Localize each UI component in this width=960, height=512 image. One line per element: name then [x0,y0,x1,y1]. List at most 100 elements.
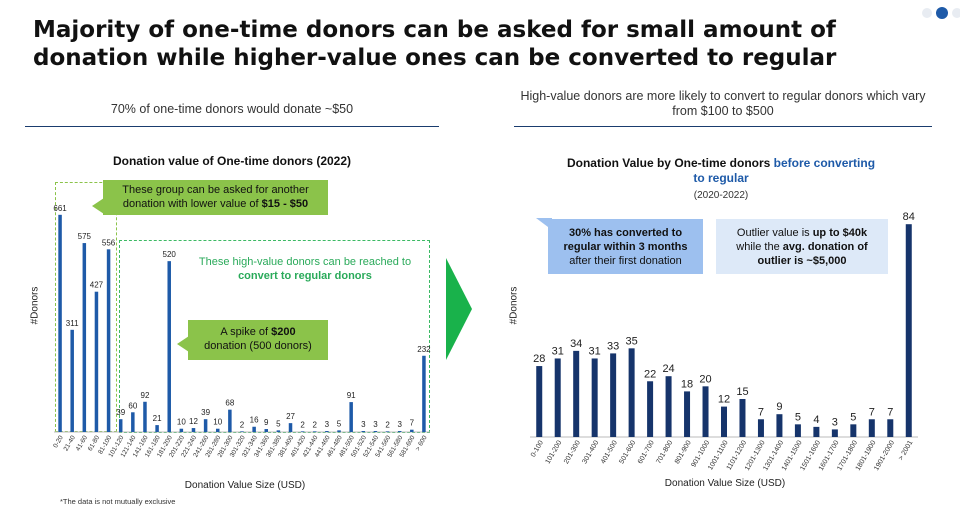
spike-callout: A spike of $200 donation (500 donors) [188,320,328,360]
pagination-dots[interactable] [922,7,960,19]
bar-value-label: 22 [644,368,656,380]
bar-value-label: 39 [116,408,125,417]
bar [70,329,74,432]
outlier-callout-text: Outlier value is [736,227,813,239]
bar-value-label: 3 [325,420,330,429]
bar [313,431,317,432]
bar-value-label: 68 [225,399,234,408]
x-tick-label: 0-100 [530,439,545,458]
converted-callout: 30% has converted to regular within 3 mo… [548,219,703,274]
bar [361,431,366,432]
bar-value-label: 39 [201,408,210,417]
bar [850,424,857,437]
converted-callout-pointer [536,218,552,230]
low-value-callout-bold: $15 - $50 [261,198,309,210]
right-chart-title-text: Donation Value by One-time donors [566,156,774,170]
bar [373,431,378,432]
bar-value-label: 84 [903,211,915,223]
bar-value-label: 15 [736,386,748,398]
x-tick-label: 801-900 [674,439,693,465]
right-chart-title: Donation Value by One-time donors before… [560,156,882,186]
bar-value-label: 28 [533,353,545,365]
bar-value-label: 33 [607,340,619,352]
bar [240,431,244,432]
bar-value-label: 35 [625,335,637,347]
x-tick-label: 601-700 [637,439,656,465]
bar [118,419,123,432]
bar [573,350,580,437]
page-dot[interactable] [922,8,932,18]
bar [422,355,426,432]
slide-title: Majority of one-time donors can be asked… [33,17,837,71]
bar-value-label: 27 [286,412,295,421]
bar-value-label: 2 [240,420,245,429]
outlier-callout-bold-2: avg. donation of outlier is ~$5,000 [757,241,868,267]
bar [905,224,912,437]
bar [591,358,598,437]
bar-value-label: 5 [795,411,801,423]
x-tick-label: 901-1000 [690,439,711,468]
bar [215,428,220,432]
bar [794,424,801,437]
high-value-callout-bold: convert to regular donors [238,270,372,282]
bar [554,358,561,437]
bar [325,431,329,432]
bar-value-label: 5 [850,411,856,423]
bar-value-label: 24 [662,363,674,375]
bar [155,425,159,432]
bar-value-label: 427 [90,281,104,290]
x-tick-label: 301-400 [581,439,600,465]
bar-value-label: 7 [887,406,893,418]
bar-value-label: 2 [313,420,318,429]
right-y-axis-label: #Donors [508,286,520,325]
bar [337,430,341,432]
footnote: *The data is not mutually exclusive [60,497,176,506]
bar [628,348,635,437]
bar [300,431,305,432]
outlier-callout-text-2: while the [736,241,783,253]
left-subtitle: 70% of one-time donors would donate ~$50 [110,102,354,116]
bar [757,419,764,437]
bar-value-label: 661 [53,204,67,213]
bar [82,243,87,432]
bar-value-label: 10 [213,418,222,427]
spike-callout-bold: $200 [271,326,296,338]
bar-value-label: 91 [347,391,356,400]
bar [702,386,709,437]
x-tick-label: 501-600 [618,439,637,465]
bar-value-label: 12 [718,394,730,406]
bar [288,423,293,432]
bar-value-label: 7 [758,406,764,418]
bar [131,412,135,432]
low-value-callout: These group can be asked for another don… [103,180,328,215]
page-dot-active[interactable] [936,7,948,19]
bar-value-label: 311 [66,319,79,328]
bar [191,428,196,432]
bar-value-label: 7 [410,419,415,428]
bar-value-label: 3 [397,420,402,429]
bar [776,414,783,437]
bar-value-label: 9 [264,418,269,427]
bar-value-label: 20 [699,373,711,385]
right-subtitle: High-value donors are more likely to con… [520,89,926,118]
bar-value-label: 5 [276,419,281,428]
page-dot[interactable] [952,8,960,18]
bar-value-label: 18 [681,378,693,390]
bar-value-label: 2 [300,420,305,429]
bar [610,353,617,437]
bar-value-label: 3 [832,416,838,428]
bar [739,399,746,437]
converted-callout-bold: 30% has converted to regular within 3 mo… [563,227,688,253]
bar [143,401,147,432]
bar [831,429,838,437]
bar [252,426,256,432]
right-divider [514,126,932,127]
bar-value-label: 3 [373,420,378,429]
bar-value-label: 31 [552,345,564,357]
bar [179,428,184,432]
bar [410,429,414,432]
bar-value-label: 92 [141,391,150,400]
bar-value-label: 556 [102,238,116,247]
bar-value-label: 10 [177,418,186,427]
